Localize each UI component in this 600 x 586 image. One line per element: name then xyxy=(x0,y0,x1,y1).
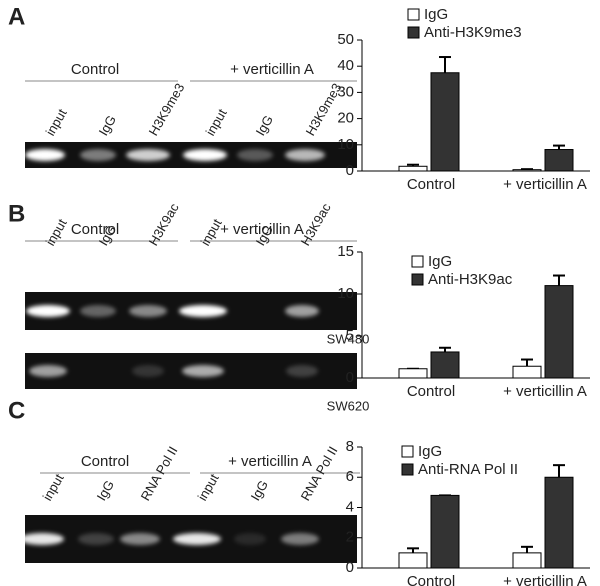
bar xyxy=(512,552,542,569)
legend-swatch xyxy=(411,273,424,286)
panel-label: C xyxy=(8,397,25,424)
lane-label: IgG xyxy=(248,478,271,504)
y-tick-label: 40 xyxy=(337,57,354,74)
gel-band xyxy=(20,533,64,545)
legend-swatch xyxy=(401,463,414,476)
lane-label: H3K9me3 xyxy=(146,81,188,139)
y-tick-label: 6 xyxy=(346,468,354,485)
gel-band xyxy=(173,533,221,545)
legend-label: Anti-H3K9me3 xyxy=(424,24,522,41)
lane-label: input xyxy=(43,106,70,138)
x-tick-label: Control xyxy=(407,573,455,586)
gel-band xyxy=(80,149,116,161)
lane-label: IgG xyxy=(253,113,276,139)
bar xyxy=(512,365,542,379)
y-tick-label: 50 xyxy=(337,31,354,48)
y-tick-label: 15 xyxy=(337,243,354,260)
x-tick-label: + verticillin A xyxy=(503,176,587,193)
panel-label: A xyxy=(8,3,25,30)
gel-band xyxy=(25,149,65,161)
gel-band xyxy=(129,305,167,317)
group-label: Control xyxy=(71,221,119,238)
gel-band xyxy=(281,533,319,545)
y-tick-label: 2 xyxy=(346,529,354,546)
bar xyxy=(512,169,542,172)
y-tick-label: 4 xyxy=(346,498,354,515)
y-tick-label: 0 xyxy=(346,369,354,386)
bar xyxy=(430,351,460,379)
cell-line-label: SW480 xyxy=(327,331,370,346)
gel-band xyxy=(120,533,160,545)
gel-band xyxy=(179,305,227,317)
legend-label: IgG xyxy=(424,6,448,23)
gel-band xyxy=(183,149,227,161)
x-tick-label: + verticillin A xyxy=(503,383,587,400)
y-tick-label: 8 xyxy=(346,438,354,455)
lane-label: input xyxy=(43,216,70,248)
lane-label: IgG xyxy=(94,478,117,504)
lane-label: input xyxy=(195,471,222,503)
legend-swatch xyxy=(411,255,424,268)
gel-band xyxy=(182,365,224,377)
gel-band xyxy=(126,149,170,161)
lane-label: input xyxy=(203,106,230,138)
bar xyxy=(544,476,574,569)
y-tick-label: 10 xyxy=(337,285,354,302)
group-label: Control xyxy=(71,61,119,78)
y-tick-label: 30 xyxy=(337,83,354,100)
gel-band xyxy=(286,365,318,377)
gel-band xyxy=(285,305,319,317)
bar xyxy=(430,494,460,569)
gel-band xyxy=(80,305,116,317)
gel-band xyxy=(285,149,325,161)
legend-swatch xyxy=(401,445,414,458)
x-tick-label: + verticillin A xyxy=(503,573,587,586)
bar xyxy=(398,165,428,172)
gel-band xyxy=(78,533,114,545)
cell-line-label: SW620 xyxy=(327,398,370,413)
legend-label: Anti-RNA Pol II xyxy=(418,461,518,478)
y-tick-label: 10 xyxy=(337,136,354,153)
lane-label: input xyxy=(40,471,67,503)
x-tick-label: Control xyxy=(407,383,455,400)
bar xyxy=(398,552,428,569)
legend-label: IgG xyxy=(428,253,452,270)
legend-swatch xyxy=(407,26,420,39)
group-label: Control xyxy=(81,453,129,470)
group-label: + verticillin A xyxy=(228,453,312,470)
panel-label: B xyxy=(8,200,25,227)
lane-label: IgG xyxy=(96,113,119,139)
gel-band xyxy=(237,149,273,161)
y-tick-label: 0 xyxy=(346,162,354,179)
gel-band xyxy=(26,305,70,317)
bar xyxy=(544,285,574,379)
legend-swatch xyxy=(407,8,420,21)
bar xyxy=(544,149,574,172)
bar xyxy=(398,368,428,379)
gel-band xyxy=(132,365,164,377)
legend-label: Anti-H3K9ac xyxy=(428,271,513,288)
bar xyxy=(430,72,460,172)
lane-label: RNA Pol II xyxy=(138,444,181,503)
y-tick-label: 5 xyxy=(346,327,354,344)
y-tick-label: 20 xyxy=(337,110,354,127)
y-tick-label: 0 xyxy=(346,559,354,576)
legend-label: IgG xyxy=(418,443,442,460)
x-tick-label: Control xyxy=(407,176,455,193)
group-label: + verticillin A xyxy=(230,61,314,78)
gel-band xyxy=(29,365,67,377)
gel-band xyxy=(234,533,266,545)
group-label: + verticillin A xyxy=(220,221,304,238)
